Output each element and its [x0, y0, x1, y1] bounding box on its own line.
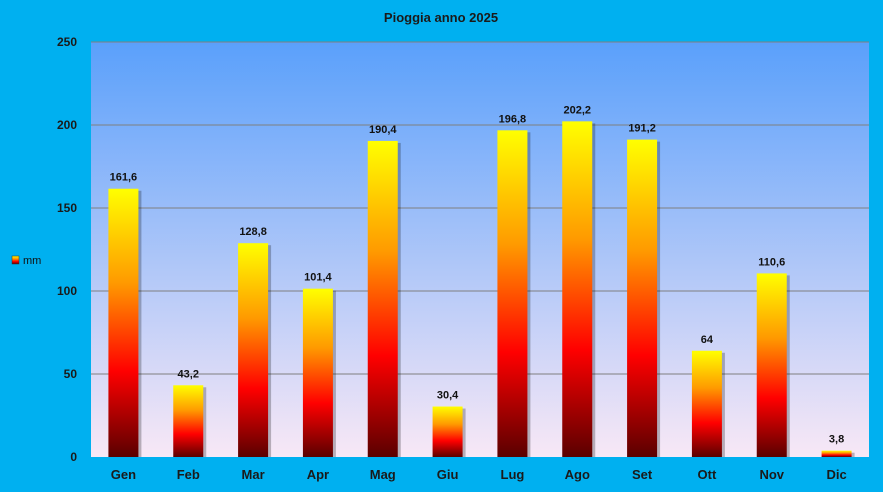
x-tick-label: Ago — [565, 467, 590, 482]
data-label: 3,8 — [829, 434, 844, 446]
bar-ago — [562, 121, 593, 458]
y-tick-label: 250 — [57, 35, 77, 49]
y-tick-label: 150 — [57, 201, 77, 215]
y-axis-ticks: 0 50 100 150 200 250 — [57, 35, 77, 464]
x-tick-label: Nov — [759, 467, 784, 482]
x-tick-label: Dic — [826, 467, 846, 482]
x-tick-label: Ott — [698, 467, 717, 482]
data-label: 128,8 — [239, 226, 267, 238]
x-tick-label: Lug — [501, 467, 525, 482]
bar-mag — [367, 140, 398, 457]
bar-giu — [432, 406, 463, 457]
x-axis-ticks: Gen Feb Mar Apr Mag Giu Lug Ago Set Ott Nov Dic — [111, 467, 847, 482]
data-label: 202,2 — [563, 104, 591, 116]
data-label: 43,2 — [178, 368, 199, 380]
bar-apr — [302, 288, 333, 457]
data-label: 64 — [701, 334, 714, 346]
bar-feb — [173, 385, 204, 457]
x-tick-label: Feb — [177, 467, 200, 482]
legend: mm — [11, 255, 41, 267]
y-tick-label: 200 — [57, 118, 77, 132]
data-label: 190,4 — [369, 124, 397, 136]
y-tick-label: 100 — [57, 284, 77, 298]
data-label: 191,2 — [628, 123, 656, 135]
bar-mar — [238, 243, 269, 457]
x-tick-label: Apr — [307, 467, 329, 482]
x-tick-label: Mar — [242, 467, 265, 482]
x-tick-label: Set — [632, 467, 653, 482]
x-tick-label: Mag — [370, 467, 396, 482]
bar-lug — [497, 130, 528, 457]
gridlines — [91, 41, 869, 375]
bar-set — [627, 139, 658, 457]
bars — [108, 121, 855, 458]
y-tick-label: 50 — [64, 367, 78, 381]
bar-dic — [821, 450, 852, 457]
data-label: 196,8 — [499, 113, 527, 125]
legend-label: mm — [23, 255, 41, 267]
y-tick-label: 0 — [70, 450, 77, 464]
chart-title: Pioggia anno 2025 — [384, 10, 498, 25]
data-label: 110,6 — [758, 256, 785, 268]
data-label: 101,4 — [304, 272, 332, 284]
x-tick-label: Giu — [437, 467, 459, 482]
data-label: 30,4 — [437, 390, 459, 402]
bar-ott — [691, 350, 722, 457]
data-labels: 161,6 43,2 128,8 101,4 190,4 30,4 196,8 202,2 19… — [110, 104, 845, 445]
data-label: 161,6 — [110, 172, 138, 184]
bar-gen — [108, 188, 139, 457]
x-tick-label: Gen — [111, 467, 136, 482]
legend-swatch — [11, 255, 20, 265]
plot-area — [91, 42, 869, 457]
bar-nov — [756, 273, 787, 457]
